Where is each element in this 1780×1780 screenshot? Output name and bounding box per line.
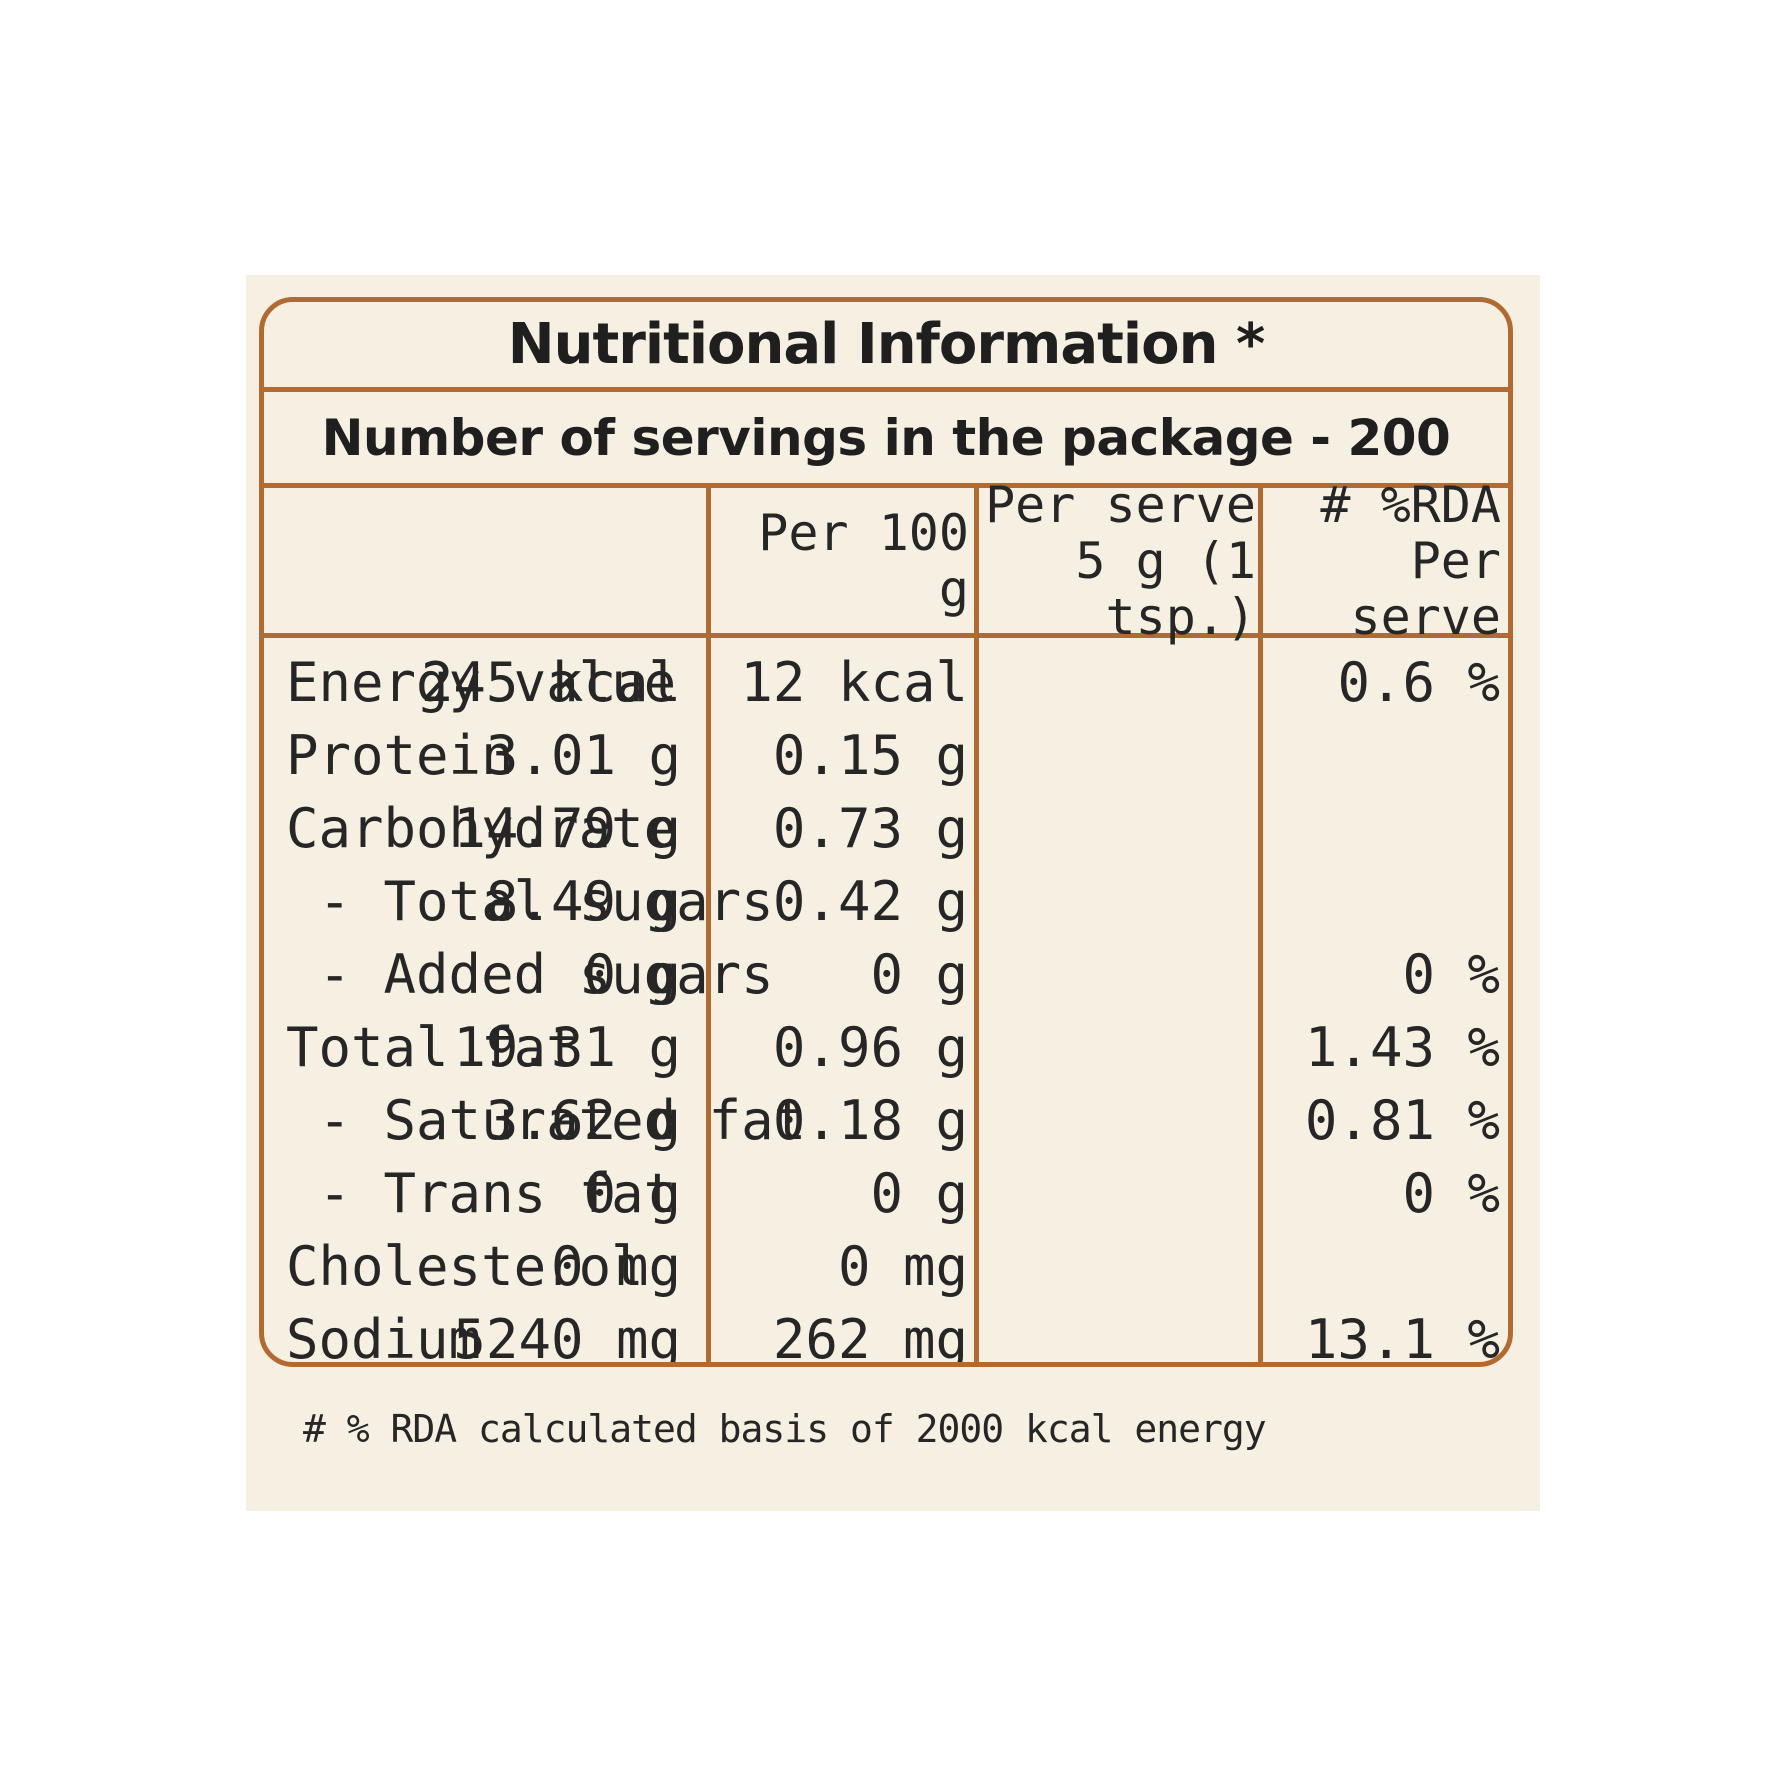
table-row: - Saturated fat 3.62 g 0.18 g 0.81 % — [264, 1084, 1508, 1157]
column-header-row: Per 100 g Per serve 5 g (1 tsp.) # %RDA … — [264, 477, 1508, 645]
per-serve-value: 0.96 g — [772, 1016, 968, 1079]
per100-value: 3.01 g — [485, 724, 681, 787]
table-row: Carbohydrate 14.79 g 0.73 g — [264, 792, 1508, 865]
per-serve-value: 0.73 g — [772, 797, 968, 860]
nutrient-label: Energy value — [286, 651, 677, 714]
column-divider — [1258, 488, 1263, 1362]
nutrient-label: Carbohydrate — [286, 797, 677, 860]
per-serve-value: 262 mg — [772, 1308, 968, 1367]
rda-footnote: # % RDA calculated basis of 2000 kcal en… — [303, 1407, 1267, 1451]
nutrient-label: Protein — [286, 724, 514, 787]
per-serve-value: 0.42 g — [772, 870, 968, 933]
per100-value: 8.49 g — [485, 870, 681, 933]
nutrient-label: Sodium — [286, 1308, 482, 1367]
column-divider — [974, 488, 979, 1362]
per100-value: 0 mg — [550, 1235, 681, 1298]
column-header-rda-line1: # %RDA — [1320, 475, 1501, 534]
nutrient-label: Cholesterol — [286, 1235, 644, 1298]
rda-value: 0.6 % — [1337, 651, 1500, 714]
per-serve-value: 0 mg — [837, 1235, 968, 1298]
nutrient-label: - Added sugars — [286, 943, 774, 1006]
nutrition-panel: Nutritional Information * Number of serv… — [246, 275, 1540, 1511]
rda-value: 0.81 % — [1304, 1089, 1500, 1152]
nutrient-label: - Trans fat — [286, 1162, 677, 1225]
per-serve-value: 12 kcal — [740, 651, 968, 714]
per-serve-value: 0 g — [870, 943, 968, 1006]
per100-value: 245 kcal — [420, 651, 681, 714]
table-row: - Added sugars 0 g 0 g 0 % — [264, 938, 1508, 1011]
table-row: - Trans fat 0 g 0 g 0 % — [264, 1157, 1508, 1230]
per100-value: 5240 mg — [453, 1308, 681, 1367]
column-header-per100: Per 100 g — [709, 488, 969, 633]
column-header-rda: # %RDA Per serve — [1269, 477, 1501, 645]
per100-value: 3.62 g — [485, 1089, 681, 1152]
per100-value: 0 g — [583, 943, 681, 1006]
per100-value: 14.79 g — [453, 797, 681, 860]
per-serve-value: 0.15 g — [772, 724, 968, 787]
table-row: Total fat 19.31 g 0.96 g 1.43 % — [264, 1011, 1508, 1084]
table-row: Sodium 5240 mg 262 mg 13.1 % — [264, 1303, 1508, 1367]
column-header-per100-label: Per 100 g — [758, 503, 969, 618]
per-serve-value: 0 g — [870, 1162, 968, 1225]
per-serve-value: 0.18 g — [772, 1089, 968, 1152]
nutrition-table: Nutritional Information * Number of serv… — [259, 297, 1513, 1367]
table-row: Protein 3.01 g 0.15 g — [264, 719, 1508, 792]
column-header-rda-line2: Per serve — [1350, 531, 1501, 646]
per100-value: 19.31 g — [453, 1016, 681, 1079]
column-header-per-serve-line1: Per serve — [985, 475, 1256, 534]
rda-value: 13.1 % — [1304, 1308, 1500, 1367]
servings-count: Number of servings in the package - 200 — [264, 392, 1508, 488]
column-divider — [706, 488, 711, 1362]
rda-value: 1.43 % — [1304, 1016, 1500, 1079]
column-header-per-serve-line2: 5 g (1 tsp.) — [1075, 531, 1256, 646]
rda-value: 0 % — [1402, 1162, 1500, 1225]
table-row: Cholesterol 0 mg 0 mg — [264, 1230, 1508, 1303]
table-row: - Total sugars 8.49 g 0.42 g — [264, 865, 1508, 938]
table-row: Energy value 245 kcal 12 kcal 0.6 % — [264, 646, 1508, 719]
column-header-per-serve: Per serve 5 g (1 tsp.) — [984, 477, 1256, 645]
nutrient-label: Total fat — [286, 1016, 579, 1079]
table-title: Nutritional Information * — [264, 302, 1508, 392]
per100-value: 0 g — [583, 1162, 681, 1225]
nutrient-label: - Total sugars — [286, 870, 774, 933]
rda-value: 0 % — [1402, 943, 1500, 1006]
nutrient-label: - Saturated fat — [286, 1089, 807, 1152]
